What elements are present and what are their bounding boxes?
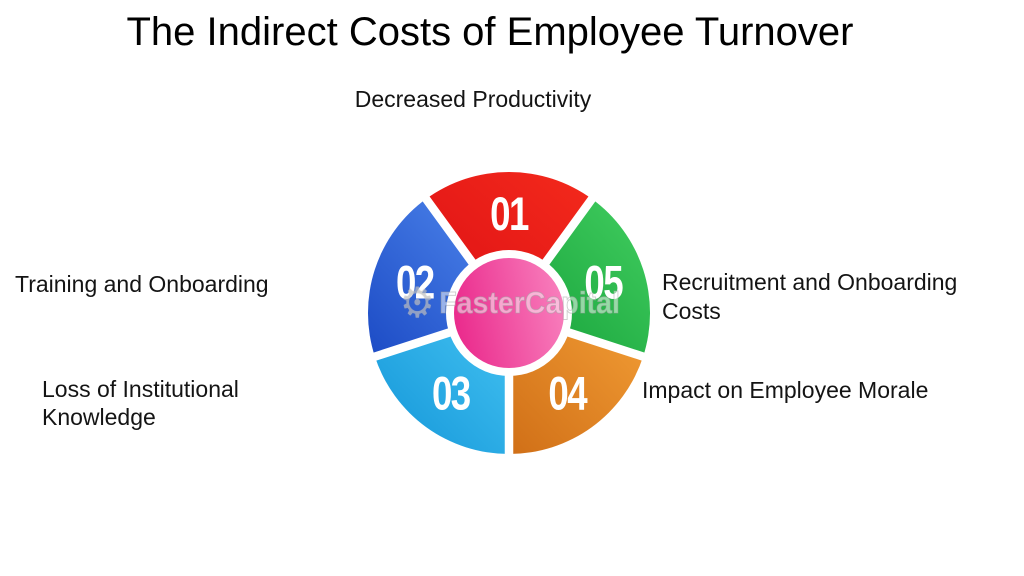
label-decreased-productivity: Decreased Productivity	[354, 86, 592, 112]
segment-number-05: 05	[584, 256, 623, 308]
segment-number-03: 03	[432, 367, 470, 419]
label-impact-on-employee-morale: Impact on Employee Morale	[642, 377, 929, 403]
page-title: The Indirect Costs of Employee Turnover	[126, 10, 854, 54]
segment-01	[426, 171, 592, 313]
label-loss-of-institutional-knowledge: Loss of Institutional Knowledge	[42, 376, 239, 430]
label-training-and-onboarding: Training and Onboarding	[15, 271, 269, 297]
hub-circle	[454, 258, 564, 368]
turnover-wheel: 01 02 03 04 05	[363, 171, 655, 466]
segment-number-04: 04	[548, 367, 588, 419]
label-recruitment-and-onboarding-costs: Recruitment and Onboarding Costs	[662, 269, 958, 324]
segment-number-01: 01	[490, 188, 529, 240]
segment-number-02: 02	[396, 256, 434, 308]
